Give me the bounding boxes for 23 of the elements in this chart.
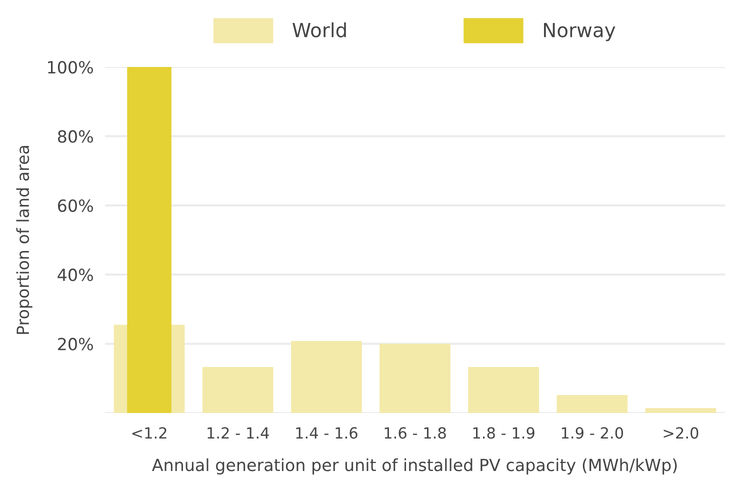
bar	[380, 344, 450, 413]
y-tick-label: 20%	[58, 338, 93, 350]
y-tick-label: 80%	[58, 130, 93, 143]
x-tick-label: >2.0	[664, 427, 698, 439]
x-tick-label: 1.8 - 1.9	[473, 427, 534, 439]
legend-label: World	[292, 22, 346, 38]
x-tick-label: 1.6 - 1.8	[384, 427, 446, 439]
bar	[556, 395, 628, 413]
x-axis-title: Annual generation per unit of installed PV capacity (MWh/kWp)	[152, 458, 677, 474]
y-tick-label: 60%	[58, 199, 93, 212]
x-tick-label: 1.2 - 1.4	[208, 427, 269, 438]
legend-label: Norway	[544, 22, 616, 42]
bar	[645, 408, 716, 413]
bar	[291, 341, 362, 413]
x-tick-label: 1.4 - 1.6	[296, 427, 358, 439]
y-axis-title: Proportion of land area	[16, 146, 32, 334]
bar	[468, 366, 539, 413]
x-tick-label: 1.9 - 2.0	[562, 427, 624, 439]
y-tick-label: 40%	[58, 268, 93, 282]
y-tick-label: 100%	[48, 60, 93, 74]
bar	[202, 366, 274, 413]
x-tick-label: <1.2	[132, 427, 166, 438]
bar	[127, 67, 172, 413]
